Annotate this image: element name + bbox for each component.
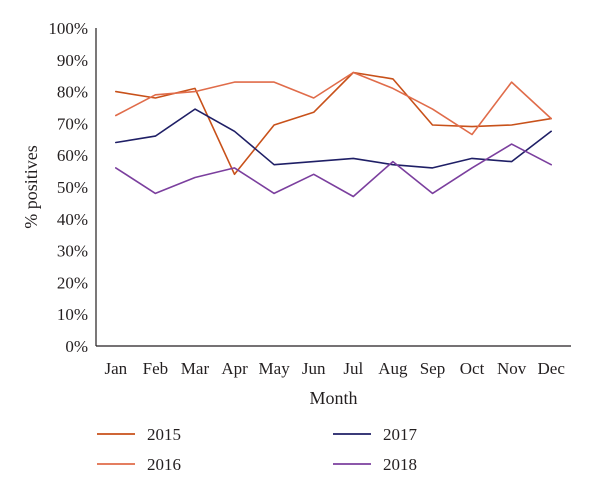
legend-item-2015: 2015 (97, 425, 181, 444)
legend-item-2016: 2016 (97, 455, 181, 474)
x-tick-label: Jan (104, 359, 127, 378)
series-line-2018 (115, 143, 553, 198)
y-tick-label: 90% (57, 51, 88, 70)
x-tick-label: Sep (420, 359, 446, 378)
legend: 2015 2016 2017 2018 (97, 425, 418, 474)
legend-label: 2017 (383, 425, 418, 444)
x-tick-label: Dec (538, 359, 566, 378)
x-tick-label: Oct (460, 359, 485, 378)
y-tick-label: 40% (57, 210, 88, 229)
x-tick-label: May (259, 359, 291, 378)
y-tick-label: 20% (57, 273, 88, 292)
y-axis-title: % positives (21, 145, 41, 229)
y-tick-label: 0% (65, 337, 88, 356)
x-axis-ticks: Jan Feb Mar Apr May Jun Jul Aug Sep Oct Nov Dec (104, 359, 565, 378)
x-tick-label: Mar (181, 359, 210, 378)
y-tick-label: 100% (48, 19, 88, 38)
x-tick-label: Nov (497, 359, 527, 378)
y-axis-ticks: 0% 10% 20% 30% 40% 50% 60% 70% 80% 90% 100% (48, 19, 88, 356)
x-tick-label: Jul (343, 359, 363, 378)
y-tick-label: 80% (57, 83, 88, 102)
y-tick-label: 10% (57, 305, 88, 324)
legend-item-2017: 2017 (333, 425, 418, 444)
y-tick-label: 30% (57, 242, 88, 261)
legend-label: 2015 (147, 425, 181, 444)
x-tick-label: Jun (302, 359, 326, 378)
x-tick-label: Apr (221, 359, 248, 378)
legend-label: 2016 (147, 455, 181, 474)
legend-label: 2018 (383, 455, 417, 474)
series-lines (115, 71, 553, 198)
y-tick-label: 70% (57, 114, 88, 133)
series-line-2016 (115, 71, 553, 136)
y-tick-label: 50% (57, 178, 88, 197)
x-tick-label: Aug (378, 359, 408, 378)
legend-item-2018: 2018 (333, 455, 417, 474)
y-tick-label: 60% (57, 146, 88, 165)
x-tick-label: Feb (143, 359, 169, 378)
series-line-2017 (115, 108, 553, 169)
x-axis-title: Month (309, 388, 357, 408)
